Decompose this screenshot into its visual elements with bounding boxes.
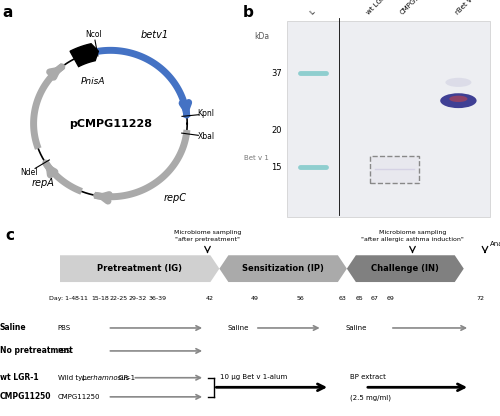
Text: repC: repC	[164, 193, 186, 203]
Polygon shape	[220, 255, 347, 282]
Text: 20: 20	[271, 126, 281, 135]
Ellipse shape	[440, 93, 476, 108]
Text: Bet v 1: Bet v 1	[244, 155, 268, 161]
Text: GR-1: GR-1	[116, 375, 134, 381]
Text: c: c	[5, 228, 14, 243]
Polygon shape	[70, 44, 98, 67]
Text: L: L	[308, 9, 316, 16]
Text: Saline: Saline	[345, 325, 366, 331]
Ellipse shape	[450, 96, 468, 102]
Text: wt LGR-1: wt LGR-1	[366, 0, 392, 16]
Text: 15: 15	[271, 163, 281, 171]
Text: PBS: PBS	[58, 348, 70, 354]
Text: CMPG11250: CMPG11250	[400, 0, 434, 16]
Text: Sensitization (IP): Sensitization (IP)	[242, 264, 324, 273]
Text: wt LGR-1: wt LGR-1	[0, 373, 38, 382]
Text: betv1: betv1	[140, 30, 168, 40]
Text: 15-18: 15-18	[91, 296, 109, 302]
Text: 56: 56	[296, 296, 304, 302]
Text: pCMPG11228: pCMPG11228	[69, 119, 152, 129]
Text: BP extract: BP extract	[350, 374, 386, 380]
Text: 8-11: 8-11	[74, 296, 88, 302]
Text: KpnI: KpnI	[198, 109, 214, 119]
Text: CMPG11250: CMPG11250	[0, 392, 52, 401]
Text: Microbiome sampling
"after allergic asthma induction": Microbiome sampling "after allergic asth…	[361, 230, 464, 242]
Text: 67: 67	[371, 296, 379, 302]
FancyBboxPatch shape	[370, 156, 420, 183]
Text: kDa: kDa	[254, 32, 270, 41]
Text: NdeI: NdeI	[20, 168, 38, 177]
Text: Wild type: Wild type	[58, 375, 92, 381]
Text: 22-25: 22-25	[110, 296, 128, 302]
Text: PBS: PBS	[58, 325, 70, 331]
Text: 63: 63	[338, 296, 346, 302]
Text: 72: 72	[476, 296, 484, 302]
FancyBboxPatch shape	[287, 20, 490, 217]
Text: NcoI: NcoI	[86, 30, 102, 39]
Text: 29-32: 29-32	[128, 296, 146, 302]
Text: Saline: Saline	[228, 325, 249, 331]
Text: XbaI: XbaI	[198, 132, 214, 141]
Text: Pretreatment (IG): Pretreatment (IG)	[97, 264, 182, 273]
Text: b: b	[242, 5, 254, 20]
Text: No pretreatment: No pretreatment	[0, 347, 73, 355]
Text: a: a	[2, 5, 13, 20]
Text: CMPG11250: CMPG11250	[58, 394, 100, 400]
Text: Analysis: Analysis	[490, 241, 500, 247]
Text: 65: 65	[355, 296, 363, 302]
Text: 37: 37	[271, 69, 281, 78]
Ellipse shape	[446, 78, 471, 87]
Text: Microbiome sampling
"after pretreatment": Microbiome sampling "after pretreatment"	[174, 230, 241, 242]
Text: L. rhamnosus: L. rhamnosus	[82, 375, 130, 381]
Text: 69: 69	[387, 296, 395, 302]
Text: (2.5 mg/ml): (2.5 mg/ml)	[350, 394, 391, 401]
Text: 10 μg Bet v 1-alum: 10 μg Bet v 1-alum	[220, 374, 287, 380]
Text: rBet v 1: rBet v 1	[454, 0, 478, 16]
Text: Saline: Saline	[0, 324, 26, 332]
Text: Challenge (IN): Challenge (IN)	[372, 264, 439, 273]
Text: 36-39: 36-39	[148, 296, 166, 302]
Text: Day: 1-4: Day: 1-4	[50, 296, 76, 302]
Polygon shape	[60, 255, 220, 282]
Text: repA: repA	[32, 178, 54, 188]
Text: PnisA: PnisA	[81, 77, 106, 86]
Text: 42: 42	[206, 296, 214, 302]
Polygon shape	[347, 255, 464, 282]
Text: 49: 49	[251, 296, 259, 302]
